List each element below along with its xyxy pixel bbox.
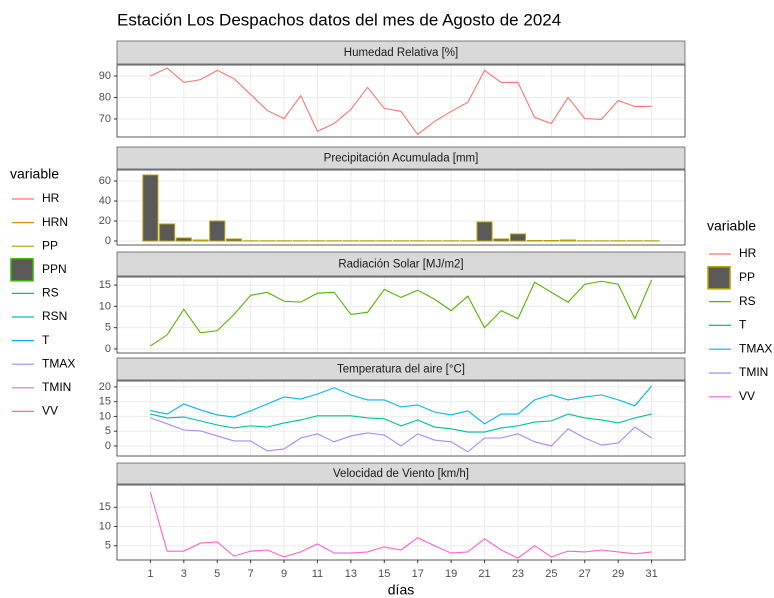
y-tick-label: 80 [99,91,111,103]
bar [175,237,192,242]
strip-background [116,357,686,381]
strip-title: Temperatura del aire [°C] [337,364,465,376]
y-tick-label: 15 [99,279,111,291]
legend-label: HRN [42,215,68,229]
bar [509,233,526,242]
y-tick-label: 20 [99,381,111,393]
panel-border [116,169,686,246]
x-tick-label: 31 [645,568,657,580]
legend-label: PP [42,238,58,252]
legend-title: variable [10,166,59,182]
y-tick-label: 5 [105,540,111,552]
legend-label: PPN [42,262,67,276]
panel-border [116,64,686,138]
y-tick-label: 15 [99,501,111,513]
x-tick-label: 19 [445,568,457,580]
y-tick-label: 10 [99,300,111,312]
strip-title: Humedad Relativa [%] [344,47,458,59]
data-line [150,417,652,453]
strip-background [116,462,686,485]
legend-label: VV [42,404,58,418]
legend-label: TMIN [739,365,768,379]
strip-title: Precipitación Acumulada [mm] [324,153,479,165]
data-line [150,413,652,433]
data-line [150,279,653,347]
y-tick-label: 0 [105,235,111,247]
bar [543,240,560,242]
panel [117,277,685,353]
panel-border [116,380,686,457]
data-line [149,492,652,559]
legend-key [10,258,34,282]
x-tick-label: 25 [545,568,557,580]
bar [526,240,543,242]
x-tick-label: 7 [248,568,254,580]
legend-label: PP [739,270,755,284]
data-line [150,67,652,136]
panel [117,65,685,137]
strip-title: Velocidad de Viento [km/h] [333,468,469,480]
y-tick-label: 15 [99,396,111,408]
y-tick-label: 10 [99,520,111,532]
x-tick-label: 3 [181,568,187,580]
legend-label: T [42,333,50,347]
x-tick-label: 15 [378,568,390,580]
bar [560,239,577,242]
bar [209,220,226,242]
legend-label: HR [739,246,757,260]
x-tick-label: 27 [579,568,591,580]
y-tick-label: 90 [99,70,111,82]
x-tick-label: 21 [478,568,490,580]
y-tick-label: 70 [99,113,111,125]
legend-label: RS [739,294,756,308]
legend-label: RS [42,286,59,300]
bar [142,174,159,242]
legend-label: VV [739,389,755,403]
bar [476,221,493,242]
y-tick-label: 10 [99,410,111,422]
strip-background [116,146,686,170]
x-axis-label: días [388,582,414,598]
x-tick-label: 13 [345,568,357,580]
legend-label: TMIN [42,380,71,394]
legend-label: HR [42,191,60,205]
bar [192,239,209,242]
legend-label: TMAX [42,356,75,370]
strip-background [116,40,686,65]
y-tick-label: 60 [99,175,111,187]
legend-label: TMAX [739,341,772,355]
strip-background [116,251,686,277]
legend-title: variable [707,218,756,234]
legend-label: RSN [42,309,67,323]
bar [493,238,510,242]
y-tick-label: 0 [105,440,111,452]
data-line [150,385,653,425]
x-tick-label: 23 [512,568,524,580]
y-tick-label: 5 [105,425,111,437]
strip-title: Radiación Solar [MJ/m2] [338,259,463,271]
panel [117,485,685,560]
x-tick-label: 5 [214,568,220,580]
bar [159,223,176,242]
bar [225,238,242,242]
y-tick-label: 5 [105,322,111,334]
y-tick-label: 20 [99,215,111,227]
x-tick-label: 11 [312,568,323,580]
x-tick-label: 9 [281,568,287,580]
legend-label: T [739,318,747,332]
y-tick-label: 40 [99,195,111,207]
chart-title: Estación Los Despachos datos del mes de … [117,10,561,29]
legend-key [707,266,731,290]
x-tick-label: 17 [412,568,424,580]
y-tick-label: 0 [105,343,111,355]
x-tick-label: 29 [612,568,624,580]
panel-border [116,484,686,561]
panel-border [116,276,686,354]
x-tick-label: 1 [147,568,153,580]
